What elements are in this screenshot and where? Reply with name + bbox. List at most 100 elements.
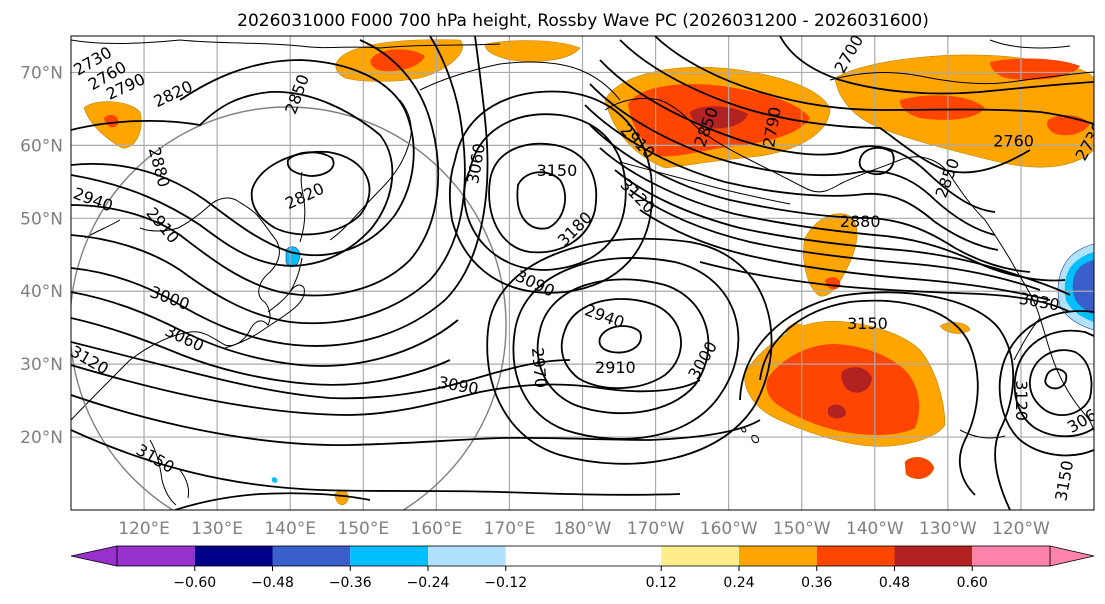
contour-closed-low-west-us	[1044, 368, 1068, 390]
contour-2730	[654, 36, 1094, 125]
coastline-sakhalin-kamchatka	[299, 99, 412, 243]
positive-pc-south-patch	[904, 456, 935, 480]
lat-tick-label: 70°N	[20, 63, 63, 83]
lon-tick-label: 160°E	[411, 519, 463, 539]
reference-circle	[71, 106, 507, 510]
contour-3090-ridge	[448, 90, 654, 294]
contour-closed-low	[286, 151, 335, 177]
colorbar-segment	[194, 546, 273, 566]
latitude-labels: 70°N 60°N 50°N 40°N 30°N 20°N	[20, 63, 63, 448]
lon-tick-label: 120°E	[118, 519, 170, 539]
contour-label: 2910	[595, 358, 636, 377]
contour-3030	[71, 317, 451, 386]
contour-2910-east	[599, 147, 1066, 282]
contour-3030-east	[699, 261, 1071, 313]
colorbar: −0.60 −0.48 −0.36 −0.24 −0.12 0.12 0.24 0.36 0.4…	[70, 545, 1095, 591]
coastline-hawaii	[741, 427, 759, 443]
contour-3150	[71, 429, 681, 496]
colorbar-tick-label: −0.24	[407, 575, 450, 591]
colorbar-tick-label: −0.48	[251, 575, 294, 591]
colorbar-frame	[116, 545, 1051, 567]
negative-pc-small	[271, 477, 278, 483]
contour-label: 2880	[840, 212, 881, 231]
positive-pc-canada-core-1	[900, 95, 985, 120]
colorbar-tick-label: 0.60	[957, 575, 988, 591]
colorbar-tick-label: 0.24	[723, 575, 754, 591]
height-contours	[71, 36, 1094, 510]
colorbar-segment	[505, 546, 662, 566]
colorbar-tick-label: 0.48	[879, 575, 910, 591]
contour-label: 2970	[528, 347, 550, 389]
contour-3090	[71, 364, 701, 416]
lon-tick-label: 130°E	[191, 519, 243, 539]
contour-2790	[599, 59, 996, 213]
coastline-siberia	[71, 39, 621, 101]
colorbar-segment	[661, 546, 739, 566]
lat-tick-label: 20°N	[20, 428, 63, 448]
contour-3120-ridge	[463, 113, 627, 271]
lon-tick-label: 150°E	[337, 519, 389, 539]
contour-label: 3150	[537, 161, 578, 180]
coastline-aleutians	[619, 161, 791, 205]
colorbar-segment	[428, 546, 506, 566]
contour-3000	[71, 291, 459, 367]
contour-label: 3120	[1012, 380, 1031, 421]
contour-west-us-low-4	[998, 310, 1094, 457]
contour-2760	[619, 39, 1031, 174]
negative-pc-western-united-states-core	[1072, 260, 1094, 314]
colorbar-segment	[117, 546, 195, 566]
colorbar-segment	[272, 546, 351, 566]
contour-2970-east	[629, 189, 1041, 291]
lon-tick-label: 130°W	[919, 519, 977, 539]
colorbar-tick-label: −0.12	[484, 575, 527, 591]
lat-tick-label: 30°N	[20, 355, 63, 375]
coastline-north-america-west	[984, 219, 1094, 433]
coastline-alaska	[604, 97, 986, 221]
contour-3120-east	[739, 291, 1015, 510]
contour-2850	[584, 104, 999, 251]
positive-pc-canada-core-2	[990, 58, 1080, 80]
contour-2910	[71, 39, 440, 297]
colorbar-extend-max	[1049, 545, 1095, 567]
contour-label: 3150	[847, 314, 888, 333]
contour-2850	[71, 91, 394, 267]
shaded-field	[83, 39, 1094, 506]
lon-tick-label: 180°W	[554, 519, 612, 539]
contour-2940-east	[614, 169, 1071, 296]
contour-2820	[589, 83, 996, 236]
contour-3030-low	[486, 237, 773, 465]
lon-tick-label: 120°W	[992, 519, 1050, 539]
contour-label: 2760	[993, 132, 1034, 151]
lat-tick-label: 40°N	[20, 282, 63, 302]
lon-tick-label: 170°W	[627, 519, 685, 539]
map-frame	[70, 35, 1095, 511]
contour-3180-ridge	[516, 171, 566, 230]
positive-pc-subtropical-inner	[766, 344, 920, 435]
positive-pc-gulf-of-alaska-core	[690, 106, 748, 129]
contour-2880	[589, 124, 1031, 273]
contour-2970-low	[536, 278, 710, 415]
colorbar-extend-min	[70, 545, 118, 567]
colorbar-segment	[739, 546, 817, 566]
colorbar-segment	[972, 546, 1050, 566]
colorbar-tick-label: 0.12	[646, 575, 677, 591]
positive-pc-north-east	[484, 40, 581, 62]
colorbar-tick-label: −0.36	[329, 575, 372, 591]
positive-pc-arctic-siberia-core	[370, 49, 425, 72]
longitude-labels: 120°E 130°E 140°E 150°E 160°E 170°E 180°W 170°W…	[118, 519, 1050, 539]
coastline-canada-north	[829, 39, 1094, 85]
lat-tick-label: 50°N	[20, 209, 63, 229]
colorbar-segment	[816, 546, 895, 566]
coastlines	[71, 39, 1094, 506]
contour-2970	[71, 36, 489, 347]
positive-pc-subtropical-core-2	[828, 404, 846, 419]
contour-3000-low	[512, 257, 740, 440]
colorbar-segment	[894, 546, 973, 566]
lat-tick-label: 60°N	[20, 136, 63, 156]
contour-2910-low	[598, 325, 642, 354]
colorbar-tick-label: 0.36	[801, 575, 832, 591]
lon-tick-label: 140°W	[846, 519, 904, 539]
coastline-philippines	[149, 439, 189, 506]
